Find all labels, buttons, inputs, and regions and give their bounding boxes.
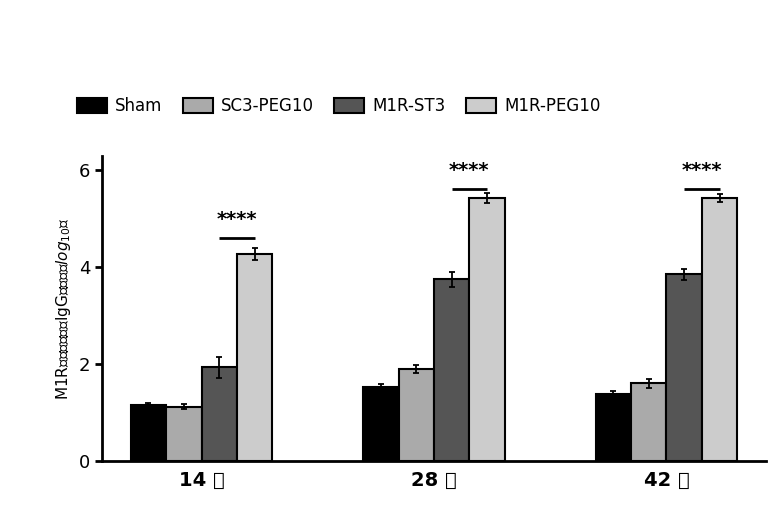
Legend: Sham, SC3-PEG10, M1R-ST3, M1R-PEG10: Sham, SC3-PEG10, M1R-ST3, M1R-PEG10 (77, 97, 601, 115)
Bar (434, 279, 469, 461)
Bar (666, 274, 702, 461)
Bar (130, 405, 166, 461)
Bar (702, 198, 737, 461)
Y-axis label: M1R特异性抗体（IgG）滴度（$log_{10}$）: M1R特异性抗体（IgG）滴度（$log_{10}$） (54, 217, 73, 400)
Text: ****: **** (216, 210, 257, 229)
Bar (166, 407, 201, 461)
Bar (469, 198, 505, 461)
Bar (631, 384, 666, 461)
Bar (363, 387, 398, 461)
Bar (237, 254, 273, 461)
Bar (398, 369, 434, 461)
Text: ****: **** (449, 161, 490, 180)
Bar (596, 394, 631, 461)
Bar (201, 368, 237, 461)
Text: ****: **** (682, 161, 722, 180)
